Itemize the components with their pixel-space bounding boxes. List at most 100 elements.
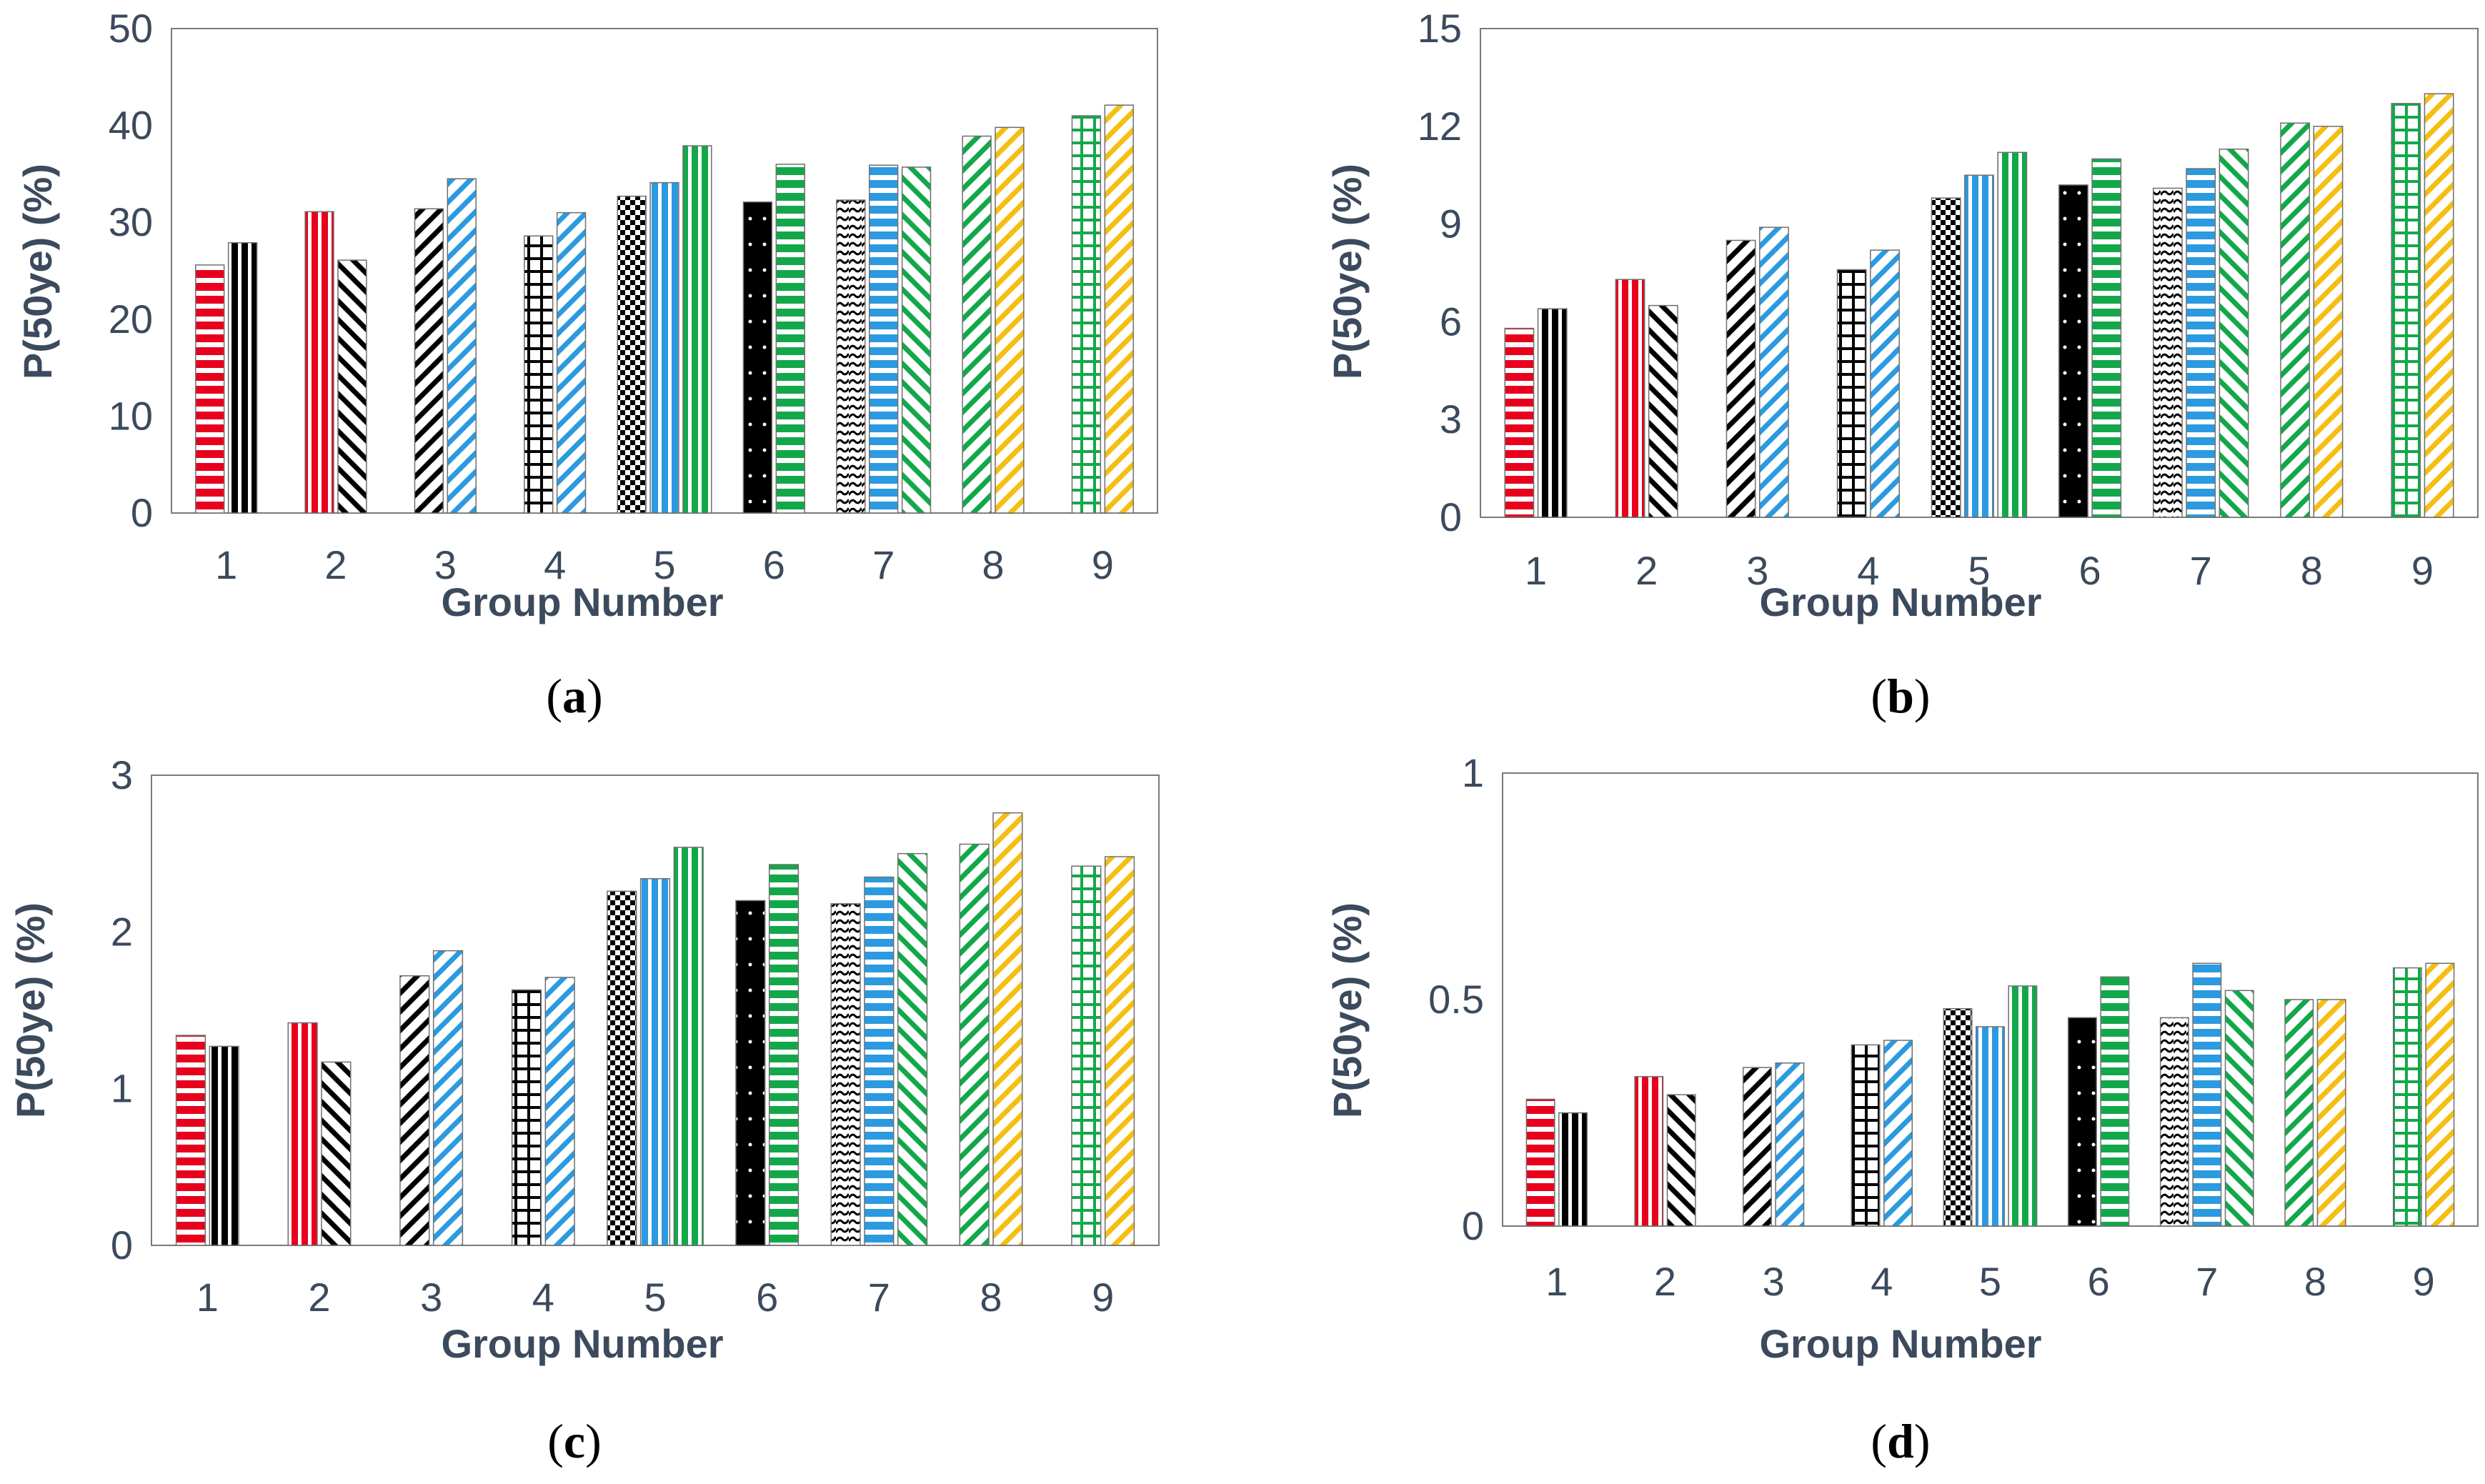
bar-group5-3 [673,847,704,1246]
bar-group5-1 [1943,1007,1973,1227]
y-tick-label-b: 12 [1418,104,1462,149]
x-tick-label-d: 8 [2304,1259,2326,1304]
bar-group7-1 [830,903,861,1246]
bar-group8-2 [995,126,1025,514]
x-tick-label-a: 8 [982,542,1004,587]
x-tick-label-c: 2 [308,1275,330,1320]
x-tick-label-d: 1 [1545,1259,1568,1304]
bar-group-8 [2280,122,2344,518]
y-tick-label-b: 0 [1440,494,1462,539]
y-tick-label-b: 6 [1440,299,1462,344]
bar-group8-2 [992,812,1023,1246]
y-tick-label-d: 1 [1462,750,1484,795]
bar-group-8 [962,126,1025,514]
bar-group-3 [1725,226,1789,518]
bar-group9-1 [2391,103,2421,518]
bar-group1-1 [1525,1098,1555,1227]
panel-d-label: (d) [1871,1414,1930,1468]
x-tick-label-c: 9 [1092,1275,1114,1320]
bar-group7-3 [901,166,932,514]
y-axis-title-c: P(50ye) (%) [8,902,53,1118]
bar-group-4 [511,977,575,1246]
x-tick-label-c: 3 [420,1275,442,1320]
bar-group7-2 [868,164,899,514]
bar-group8-1 [2280,122,2311,518]
bar-group6-1 [2058,184,2088,518]
bar-group-6 [742,164,805,514]
bar-group-3 [399,950,464,1246]
bar-group-5 [1931,151,2028,518]
bar-group-7 [2159,962,2254,1227]
x-tick-label-b: 6 [2079,548,2101,593]
x-tick-label-b: 8 [2301,548,2323,593]
bar-group9-1 [1071,115,1102,514]
bar-group7-1 [836,199,866,514]
x-tick-label-c: 7 [868,1275,890,1320]
x-tick-label-d: 5 [1979,1259,2001,1304]
x-tick-label-c: 5 [644,1275,666,1320]
bar-group1-2 [227,241,258,514]
x-tick-label-a: 3 [434,542,457,587]
bar-group-1 [175,1035,239,1246]
y-tick-label-b: 3 [1440,397,1462,442]
bar-group2-1 [1634,1076,1664,1227]
x-tick-label-b: 9 [2411,548,2434,593]
y-tick-label-c: 2 [111,909,133,954]
x-tick-label-d: 3 [1763,1259,1785,1304]
bar-group8-1 [959,843,990,1246]
x-tick-label-d: 6 [2088,1259,2110,1304]
bar-group3-2 [447,178,477,514]
bar-group4-2 [1883,1040,1913,1227]
bar-group8-1 [962,135,992,514]
bar-group6-2 [768,864,800,1246]
bar-group2-1 [304,211,334,514]
y-axis-title-d: P(50ye) (%) [1325,902,1370,1118]
bar-group7-1 [2159,1017,2189,1227]
bar-group-9 [2391,93,2454,518]
bar-group-8 [2284,999,2346,1227]
bar-group-4 [1836,249,1900,518]
bar-group-4 [524,211,587,514]
bar-group9-2 [1104,104,1134,514]
bar-group-2 [1615,279,1678,518]
x-tick-label-d: 2 [1654,1259,1676,1304]
bar-group3-1 [414,208,444,514]
bar-group9-1 [1071,865,1102,1246]
bar-group5-3 [2008,985,2038,1227]
bar-group5-3 [1997,151,2028,518]
bar-group-7 [830,852,928,1246]
bar-group8-2 [2313,126,2344,518]
bar-group4-1 [524,235,554,514]
bar-group-2 [1634,1076,1696,1227]
bar-group-5 [1943,985,2038,1227]
y-tick-label-c: 1 [111,1066,133,1111]
bar-group6-1 [742,201,773,514]
x-tick-label-b: 5 [1968,548,1990,593]
bar-group6-2 [775,164,805,514]
bar-group-6 [2067,976,2130,1227]
bar-group5-2 [639,878,671,1246]
y-tick-label-a: 50 [109,6,153,51]
panel-a-label: (a) [546,669,602,723]
bar-group3-1 [1742,1067,1772,1227]
bar-group3-2 [432,950,464,1246]
bar-group5-1 [607,890,637,1246]
y-tick-label-d: 0.5 [1428,977,1484,1022]
bar-group1-1 [1504,327,1535,518]
chart-panel-a: (a) 0 10 20 30 40 50 1 2 3 4 5 6 7 8 9 Group Number P(50… [15,6,1158,723]
bar-group7-3 [2218,148,2249,518]
bar-group-7 [2152,148,2249,518]
bar-group4-1 [1836,269,1867,518]
bar-group-5 [607,847,704,1246]
panel-b-label: (b) [1871,669,1930,723]
bar-group2-1 [1615,279,1645,518]
bar-group-9 [2392,962,2455,1227]
x-tick-label-c: 8 [980,1275,1002,1320]
bar-group8-2 [2316,999,2346,1227]
bar-group4-1 [1851,1044,1881,1227]
y-tick-label-d: 0 [1462,1203,1484,1248]
bar-group5-2 [1976,1026,2005,1227]
bar-group5-1 [617,195,647,514]
x-tick-label-a: 1 [215,542,237,587]
